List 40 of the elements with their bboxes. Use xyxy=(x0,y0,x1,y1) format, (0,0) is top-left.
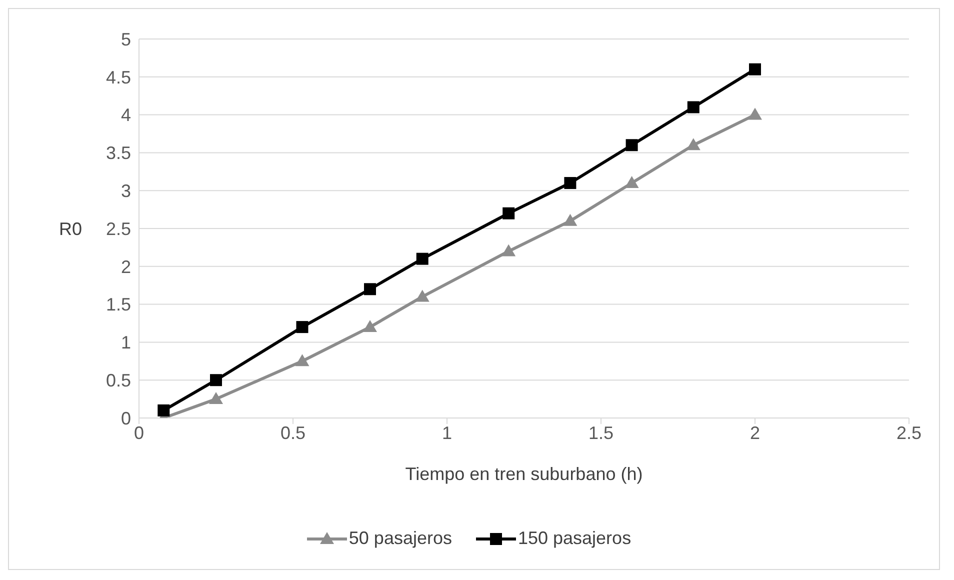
x-tick-label: 0.5 xyxy=(280,422,306,443)
point xyxy=(626,139,638,152)
y-tick-label: 4.5 xyxy=(106,67,131,88)
y-tick-label: 5 xyxy=(120,29,131,50)
y-tick-label: 0 xyxy=(120,408,131,428)
y-axis-title: R0 xyxy=(59,218,82,239)
point xyxy=(563,214,578,226)
legend-label: 50 pasajeros xyxy=(348,528,452,549)
x-axis-title: Tiempo en tren suburbano (h) xyxy=(405,464,643,484)
point xyxy=(748,108,762,120)
point xyxy=(502,244,516,256)
point xyxy=(416,252,428,265)
point xyxy=(210,374,222,386)
legend-label: 150 pasajeros xyxy=(518,528,632,549)
point xyxy=(364,283,376,296)
y-tick-label: 3 xyxy=(120,180,131,201)
x-tick-label: 1 xyxy=(442,422,452,443)
x-tick-label: 1.5 xyxy=(588,422,614,443)
point xyxy=(686,138,700,150)
point xyxy=(502,207,515,220)
y-tick-label: 4 xyxy=(120,105,131,126)
point xyxy=(363,320,377,332)
y-tick-label: 3.5 xyxy=(106,143,131,164)
point xyxy=(295,354,310,366)
x-tick-label: 0 xyxy=(134,422,144,443)
point xyxy=(749,63,761,76)
x-tick-label: 2.5 xyxy=(896,422,922,443)
point xyxy=(564,177,576,190)
y-tick-label: 2 xyxy=(120,256,131,277)
y-tick-label: 0.5 xyxy=(106,370,131,390)
point xyxy=(209,392,223,404)
point xyxy=(624,176,639,188)
y-tick-label: 1 xyxy=(120,332,131,353)
y-tick-label: 2.5 xyxy=(106,218,131,239)
point xyxy=(687,101,700,114)
x-tick-label: 2 xyxy=(750,422,760,443)
point xyxy=(158,404,170,416)
point xyxy=(415,290,430,302)
y-tick-label: 1.5 xyxy=(106,294,131,315)
point xyxy=(296,321,308,334)
